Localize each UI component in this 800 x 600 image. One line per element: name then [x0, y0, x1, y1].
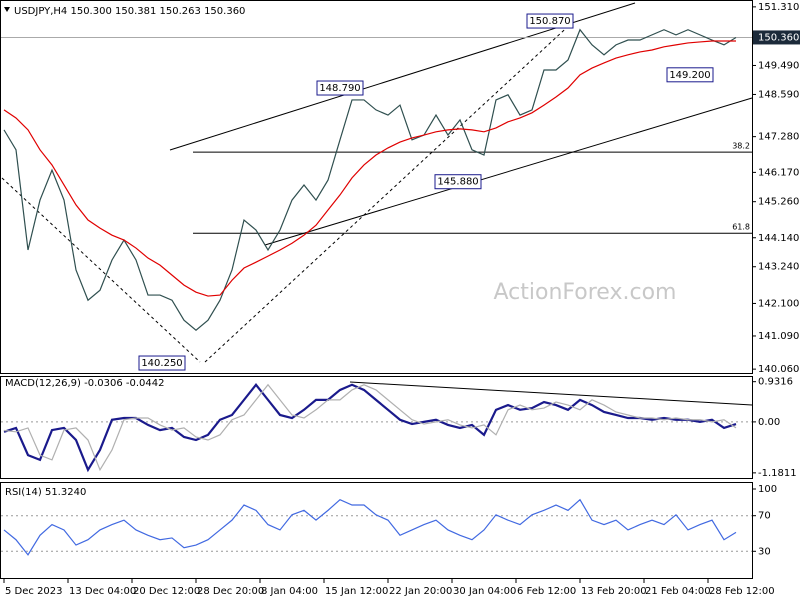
y-tick-label: 145.260 [758, 197, 799, 208]
y-tick-label: 70 [758, 511, 771, 522]
x-tick-label: 20 Dec 12:00 [133, 586, 200, 597]
y-tick-label: 142.100 [758, 298, 799, 309]
price-panel [0, 0, 753, 374]
price-callout-label: 148.790 [319, 83, 360, 94]
y-tick-label: -1.1811 [758, 468, 797, 479]
y-tick-label: 151.310 [758, 2, 799, 13]
menu-arrow [4, 7, 10, 12]
x-tick-label: 22 Jan 20:00 [389, 586, 452, 597]
x-tick-label: 30 Jan 04:00 [453, 586, 516, 597]
channel-lower [264, 97, 753, 246]
x-tick-label: 8 Jan 04:00 [261, 586, 318, 597]
price-callout-label: 150.870 [529, 16, 570, 27]
y-tick-label: 147.280 [758, 132, 799, 143]
x-tick-label: 13 Feb 20:00 [581, 586, 647, 597]
series-line [3, 28, 737, 331]
price-callout-label: 140.250 [141, 358, 182, 369]
price-callout-label: 145.880 [437, 177, 478, 188]
y-tick-label: 0.00 [758, 417, 780, 428]
watermark: ActionForex.com [494, 280, 677, 305]
x-tick-label: 21 Feb 04:00 [645, 586, 711, 597]
price-callout [316, 80, 364, 96]
fib-label: 38.2 [732, 142, 750, 151]
rsi-panel [0, 482, 753, 579]
y-tick-label: 141.090 [758, 331, 799, 342]
series-line [3, 498, 737, 556]
x-tick-label: 5 Dec 2023 [5, 586, 63, 597]
y-tick-label: 149.490 [758, 60, 799, 71]
x-tick-label: 28 Feb 12:00 [709, 586, 775, 597]
price-callout [138, 355, 186, 371]
series-line [3, 40, 736, 297]
series-line [3, 383, 737, 473]
last-price-box [753, 30, 800, 45]
y-tick-label: 143.240 [758, 262, 799, 273]
series-line [3, 383, 737, 472]
y-tick-label: 148.590 [758, 89, 799, 100]
y-tick-label: 146.170 [758, 167, 799, 178]
y-tick-label: 100 [758, 484, 777, 495]
price-callout [434, 174, 482, 190]
y-tick-label: 30 [758, 546, 771, 557]
price-callout-label: 149.200 [669, 70, 710, 81]
x-tick-label: 15 Jan 12:00 [325, 586, 388, 597]
x-tick-label: 13 Dec 04:00 [69, 586, 136, 597]
x-tick-label: 6 Feb 12:00 [517, 586, 576, 597]
x-tick-label: 28 Dec 20:00 [197, 586, 264, 597]
price-callout [526, 13, 574, 29]
last-price-label: 150.360 [758, 32, 799, 43]
y-tick-label: 140.060 [758, 364, 799, 375]
price-title: USDJPY,H4 150.300 150.381 150.263 150.36… [14, 6, 245, 17]
macd-trend [349, 381, 753, 406]
price-callout [666, 67, 714, 83]
macd-title: MACD(12,26,9) -0.0306 -0.0442 [5, 378, 165, 389]
fib-label: 61.8 [732, 223, 750, 232]
y-tick-label: 144.140 [758, 233, 799, 244]
y-tick-label: 0.9316 [758, 377, 793, 388]
rsi-title: RSI(14) 51.3240 [5, 487, 86, 498]
macd-panel [0, 376, 753, 479]
